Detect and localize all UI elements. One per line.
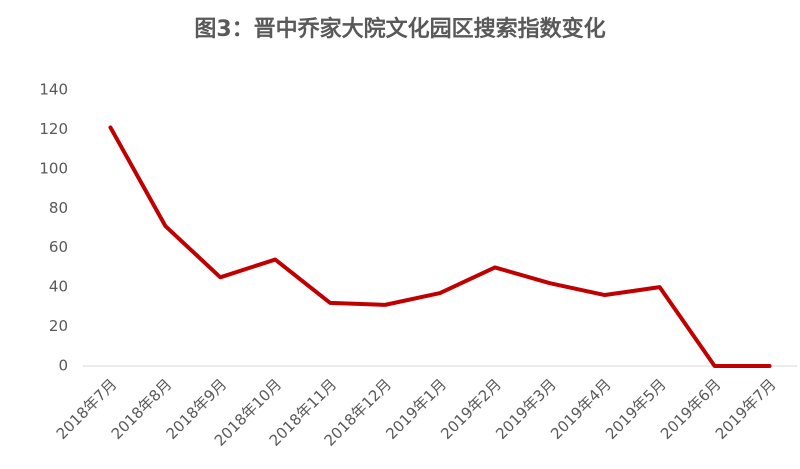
y-tick-label: 60 <box>49 238 68 256</box>
chart-title: 图3：晋中乔家大院文化园区搜索指数变化 <box>194 16 605 42</box>
y-tick-label: 120 <box>39 120 68 138</box>
y-tick-label: 100 <box>39 159 68 177</box>
y-tick-label: 20 <box>49 317 68 335</box>
y-tick-label: 80 <box>49 199 68 217</box>
y-tick-label: 0 <box>58 357 68 375</box>
y-tick-label: 140 <box>39 81 68 99</box>
line <box>108 125 772 368</box>
y-tick-label: 40 <box>49 278 68 296</box>
